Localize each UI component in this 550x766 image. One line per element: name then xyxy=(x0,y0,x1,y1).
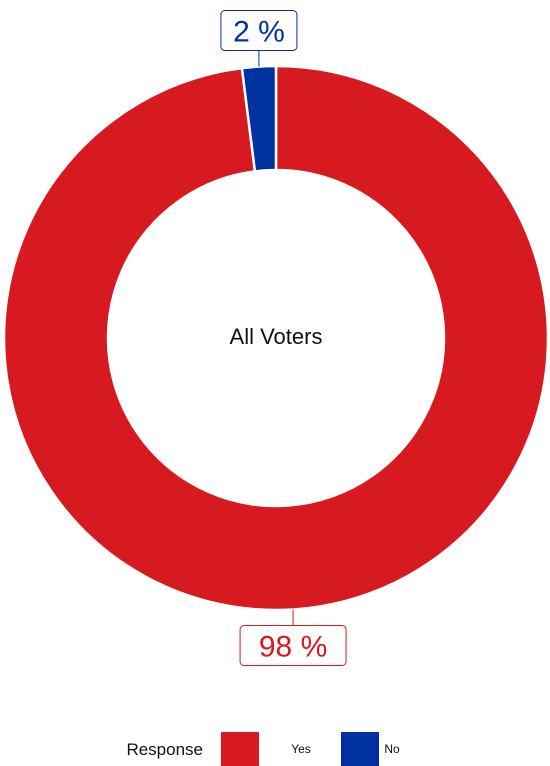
data-label-no: 2 % xyxy=(221,11,297,51)
legend-item-no: No xyxy=(341,732,400,766)
legend-swatch xyxy=(221,732,259,766)
center-label: All Voters xyxy=(230,324,323,349)
legend-label: No xyxy=(384,742,400,756)
data-label-yes: 98 % xyxy=(240,625,346,665)
legend-title: Response xyxy=(126,740,203,759)
data-label-text: 98 % xyxy=(259,630,327,663)
legend-swatch xyxy=(341,732,379,766)
data-label-text: 2 % xyxy=(233,16,285,49)
legend: Response Yes No xyxy=(126,732,400,766)
legend-item-yes: Yes xyxy=(221,732,311,766)
legend-label: Yes xyxy=(291,742,311,756)
